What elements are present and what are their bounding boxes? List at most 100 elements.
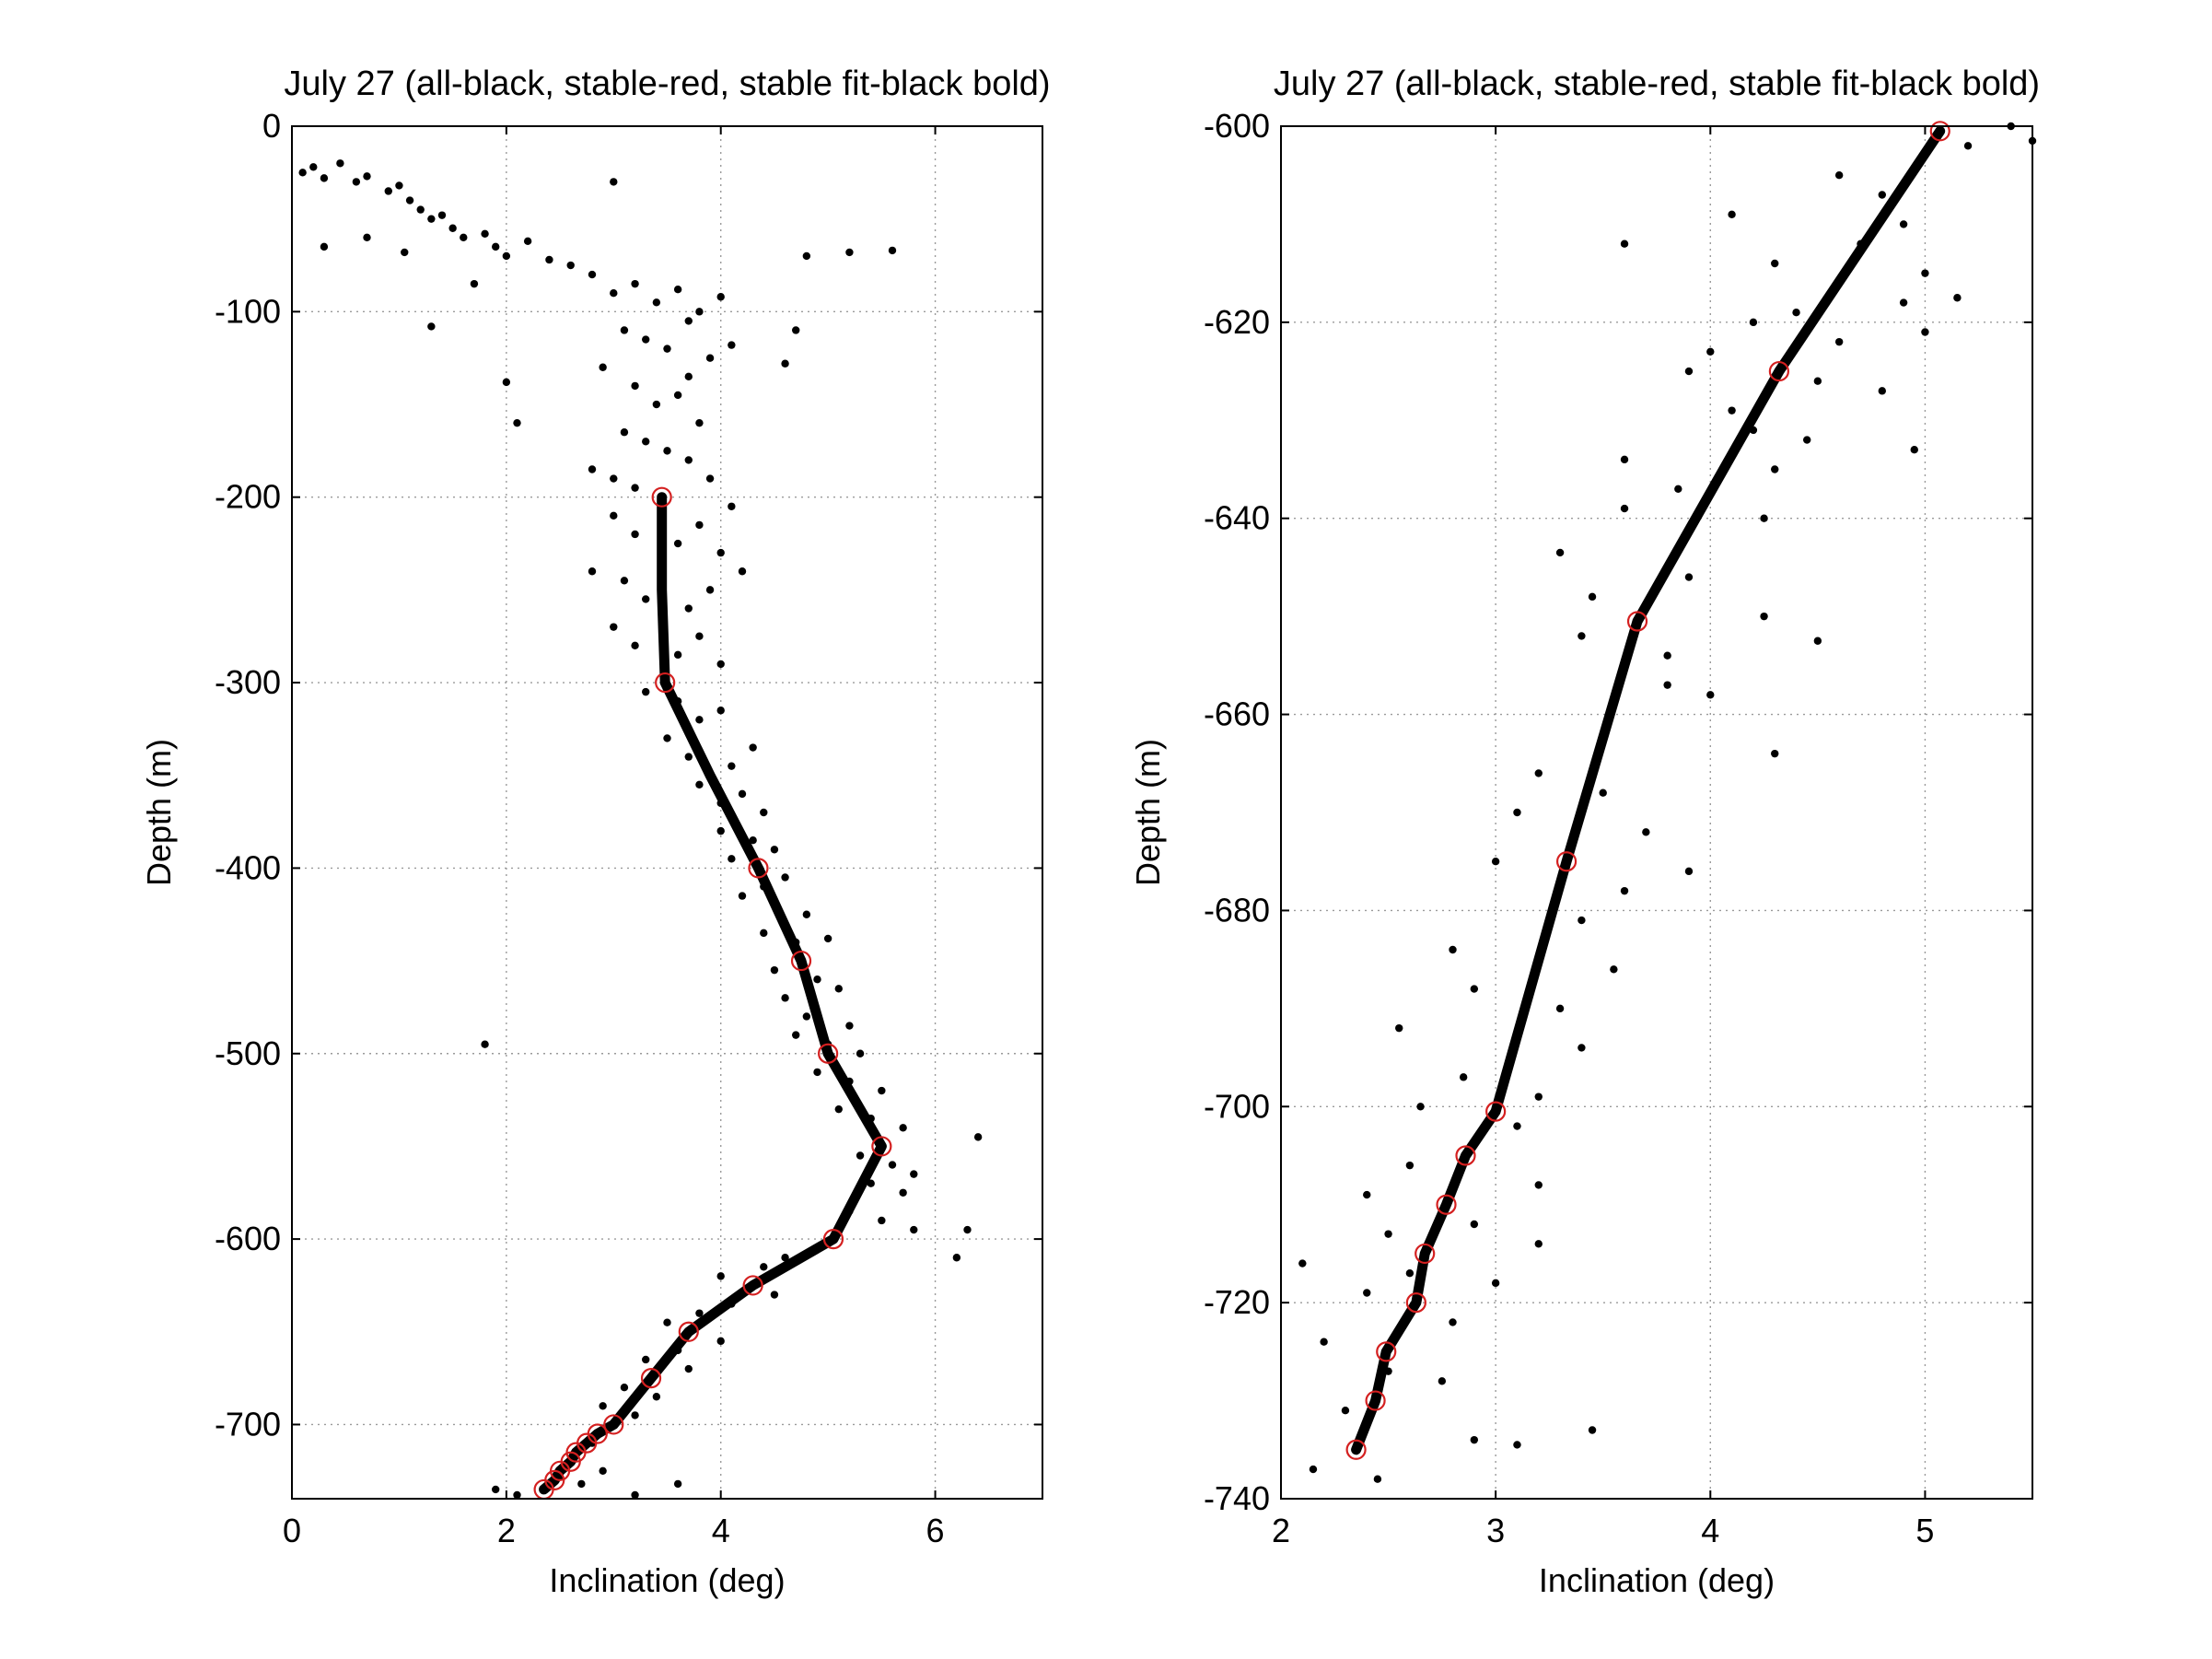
chart-left-data-point bbox=[910, 1225, 918, 1234]
chart-left-stable-point bbox=[678, 1321, 699, 1342]
chart-left-stable-point bbox=[748, 858, 769, 879]
chart-right-data-point bbox=[1953, 294, 1962, 302]
chart-left-data-point bbox=[716, 293, 725, 301]
chart-right-data-point bbox=[1803, 436, 1811, 444]
chart-left-data-point bbox=[802, 910, 811, 918]
chart-left-data-point bbox=[716, 1272, 725, 1280]
chart-right-data-point bbox=[1771, 465, 1779, 473]
chart-right-data-point bbox=[1449, 945, 1457, 954]
chart-left-data-point bbox=[599, 363, 607, 371]
chart-right-data-point bbox=[1555, 548, 1565, 557]
chart-right-title: July 27 (all-black, stable-red, stable f… bbox=[1274, 64, 2040, 103]
chart-right-data-point bbox=[1684, 867, 1694, 876]
chart-left-data-point bbox=[652, 400, 661, 409]
chart-left-data-point bbox=[663, 447, 671, 455]
chart-right-xtick-label: 4 bbox=[1701, 1512, 1719, 1549]
chart-left-data-point bbox=[770, 965, 779, 975]
chart-left-data-point bbox=[642, 687, 650, 696]
chart-left-data-point bbox=[663, 734, 671, 742]
chart-left-data-point bbox=[899, 1124, 907, 1132]
chart-left-data-point bbox=[588, 465, 597, 473]
chart-left-data-point bbox=[588, 270, 597, 279]
chart-left-stable-point bbox=[655, 672, 676, 694]
chart-left-data-point bbox=[481, 1040, 489, 1048]
chart-right-stable-point bbox=[1929, 121, 1950, 142]
chart-left-data-point bbox=[738, 567, 747, 576]
chart-right-data-point bbox=[1760, 514, 1768, 522]
chart-left-marks bbox=[298, 159, 983, 1501]
chart-left-data-point bbox=[910, 1170, 918, 1178]
chart-right-data-point bbox=[1363, 1190, 1371, 1199]
chart-left-data-point bbox=[642, 438, 650, 446]
chart-left-data-point bbox=[599, 1402, 607, 1410]
chart-left-data-point bbox=[673, 285, 682, 294]
chart-left-data-point bbox=[427, 322, 436, 331]
chart-right-ytick-label: -740 bbox=[1204, 1479, 1270, 1517]
chart-left-data-point bbox=[384, 187, 392, 195]
chart-right-data-point bbox=[1834, 337, 1844, 346]
chart-left-ylabel: Depth (m) bbox=[140, 739, 178, 886]
chart-right-data-point bbox=[1620, 240, 1629, 248]
chart-right-data-point bbox=[1534, 1181, 1543, 1189]
chart-left-data-point bbox=[610, 623, 618, 631]
chart-left-data-point bbox=[631, 641, 639, 649]
chart-right-data-point bbox=[1405, 1161, 1415, 1170]
chart-right-data-point bbox=[1341, 1407, 1350, 1415]
chart-left-xlabel: Inclination (deg) bbox=[549, 1561, 785, 1599]
chart-left-data-point bbox=[652, 298, 661, 307]
chart-right-data-point bbox=[1728, 406, 1736, 415]
chart-right-data-point bbox=[1298, 1259, 1307, 1268]
chart-left-data-point bbox=[363, 233, 371, 242]
chart-left-data-point bbox=[770, 1291, 779, 1299]
chart-right-data-point bbox=[1910, 446, 1918, 454]
chart-right-data-point bbox=[1588, 592, 1597, 602]
chart-right-data-point bbox=[1878, 387, 1886, 395]
chart-left-xtick-label: 2 bbox=[497, 1512, 516, 1549]
chart-left-data-point bbox=[652, 1393, 661, 1401]
chart-left-ticks: 0 2 4 6 0 -100 -200 -300 -400 -500 -600 -700 bbox=[215, 107, 1042, 1549]
chart-left-data-point bbox=[781, 1254, 789, 1262]
chart-right-data-point bbox=[1620, 504, 1629, 513]
chart-left-data-point bbox=[631, 530, 639, 539]
chart-left-data-point bbox=[781, 359, 789, 368]
chart-left-data-point bbox=[684, 456, 693, 464]
chart-right-data-point bbox=[1470, 1220, 1479, 1229]
chart-left-data-point bbox=[705, 586, 715, 594]
chart-right-xtick-label: 5 bbox=[1915, 1512, 1934, 1549]
chart-right-stable-point bbox=[1626, 611, 1648, 632]
chart-left-data-point bbox=[760, 808, 768, 817]
chart-right-grid bbox=[1281, 126, 2032, 1499]
chart-left-data-point bbox=[695, 632, 704, 640]
chart-right-data-point bbox=[1588, 1426, 1597, 1434]
chart-right-xtick-label: 3 bbox=[1486, 1512, 1505, 1549]
chart-left-data-point bbox=[309, 163, 318, 171]
chart-right-ylabel: Depth (m) bbox=[1129, 739, 1167, 886]
chart-right-data-point bbox=[1663, 681, 1671, 689]
chart-left-data-point bbox=[298, 169, 307, 177]
chart-right-data-point bbox=[1963, 142, 1973, 150]
chart-left-data-point bbox=[352, 178, 361, 186]
chart-right-data-point bbox=[1760, 612, 1768, 621]
chart-left-data-point bbox=[716, 826, 725, 835]
chart-right-data-point bbox=[1320, 1338, 1328, 1346]
chart-left-data-point bbox=[684, 753, 693, 761]
chart-right-data-point bbox=[1771, 749, 1779, 758]
chart-right-stable-fit-line bbox=[1351, 125, 1946, 1455]
chart-left-title: July 27 (all-black, stable-red, stable f… bbox=[284, 64, 1050, 103]
chart-right-stable-point bbox=[1415, 1243, 1436, 1265]
chart-left-data-point bbox=[738, 892, 747, 900]
chart-left-data-point bbox=[502, 251, 511, 261]
chart-left-stable-point bbox=[603, 1414, 624, 1435]
chart-left-data-point bbox=[695, 520, 704, 530]
chart-right-data-point bbox=[1684, 573, 1694, 581]
chart-right-axes-frame bbox=[1280, 125, 2033, 1500]
chart-left-stable-point bbox=[818, 1043, 839, 1064]
chart-left-data-point bbox=[673, 1479, 682, 1489]
chart-left-data-point bbox=[620, 428, 629, 437]
chart-left-data-point bbox=[427, 215, 436, 223]
chart-left-data-point bbox=[834, 1104, 843, 1114]
chart-right-stable-point bbox=[1555, 851, 1578, 872]
chart-right-stable-point bbox=[1768, 360, 1789, 382]
chart-right-ytick-label: -660 bbox=[1204, 695, 1270, 733]
